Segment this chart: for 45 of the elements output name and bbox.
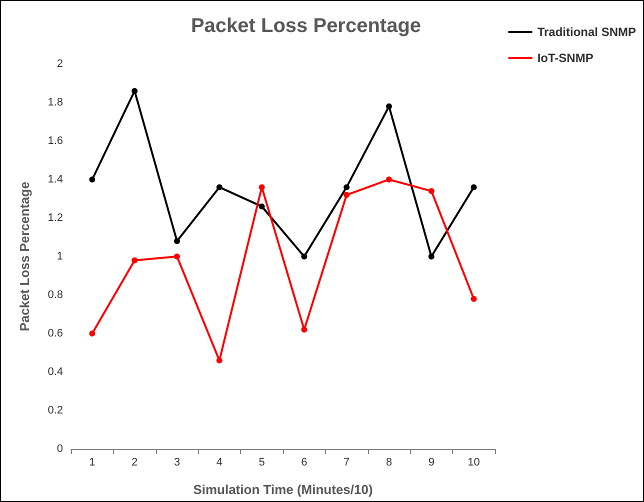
x-tick-label: 3 [174,456,180,468]
x-tick-label: 6 [301,456,308,468]
point [174,254,180,260]
point [428,188,434,194]
y-tick-label: 2 [56,58,63,70]
chart-title: Packet Loss Percentage [190,15,422,37]
y-tick-label: 1 [56,250,63,262]
y-tick-label: 0 [56,443,63,455]
x-tick-label: 2 [132,456,138,468]
point [470,296,477,302]
y-tick-label: 1.6 [48,135,63,147]
legend-label: Traditional SNMP [537,25,636,39]
x-axis-title: Simulation Time (Minutes/10) [193,482,373,497]
y-tick-label: 1.8 [48,96,63,108]
y-tick-label: 0.2 [48,404,63,416]
y-tick-label: 1.4 [48,174,63,186]
y-tick-label: 0.8 [48,289,63,301]
point [386,176,392,182]
point [301,254,308,260]
point [301,326,308,333]
x-tick-label: 5 [258,456,265,468]
point [344,184,350,190]
x-tick-label: 4 [216,456,222,468]
point [428,254,434,260]
x-tick-label: 1 [89,456,96,468]
point [132,257,138,264]
point [258,184,265,190]
point [386,103,392,110]
x-tick-label: 8 [386,456,392,468]
point [174,238,180,244]
point [89,176,96,182]
point [344,192,350,198]
y-tick-label: 0.6 [48,328,63,340]
point [89,330,96,336]
y-tick-label: 0.4 [48,366,63,378]
point [470,184,477,190]
x-tick-label: 10 [468,456,480,468]
legend-label: IoT-SNMP [537,51,594,65]
y-tick-label: 1.2 [48,212,63,224]
point [258,203,265,210]
y-axis-title: Packet Loss Percentage [17,182,32,332]
x-tick-label: 7 [344,456,350,468]
x-tick-label: 9 [428,456,434,468]
point [132,88,138,94]
point [216,184,222,190]
